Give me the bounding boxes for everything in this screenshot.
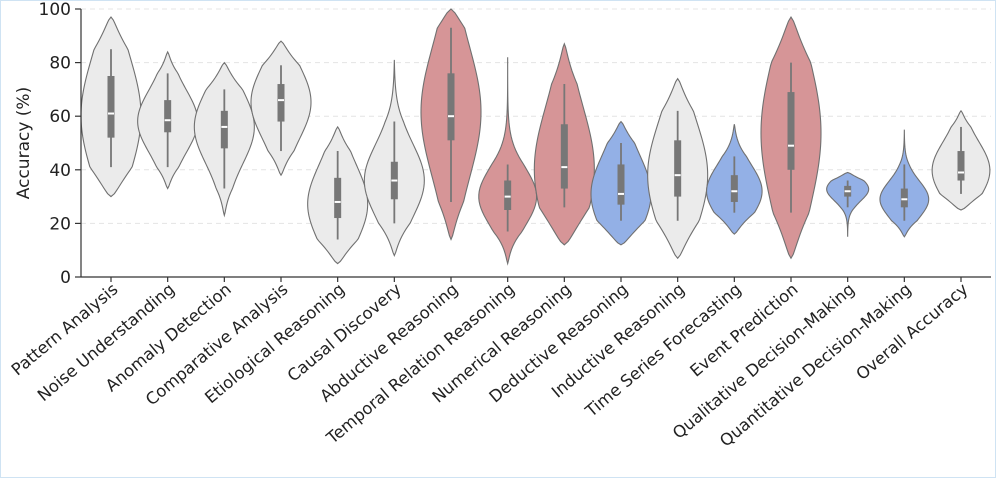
violin-iqr-box [560, 124, 568, 189]
y-tick-label: 0 [60, 268, 71, 288]
violin-iqr-box [447, 73, 455, 141]
violin-iqr-box [164, 100, 172, 133]
y-axis-title: Accuracy (%) [14, 87, 34, 199]
violin-iqr-box [277, 84, 285, 122]
violin-iqr-box [617, 164, 625, 205]
violin-iqr-box [787, 92, 795, 170]
axis-layer: 0 20 40 60 80 100 [39, 1, 991, 288]
violin-iqr-box [220, 110, 228, 149]
y-tick-label: 40 [49, 161, 71, 181]
y-tick-label: 60 [49, 107, 71, 127]
violin-iqr-box [900, 188, 908, 208]
violin-iqr-box [334, 177, 342, 219]
y-tick-label: 20 [49, 214, 71, 234]
violin-iqr-box [107, 76, 115, 138]
violin-iqr-box [957, 151, 965, 181]
violin-iqr-box [504, 180, 512, 210]
violin-layer [80, 8, 991, 266]
y-tick-label: 100 [39, 1, 71, 20]
violin-iqr-box [730, 175, 738, 202]
violin-body [478, 57, 538, 266]
violin-iqr-box [674, 140, 682, 197]
y-tick-label: 80 [49, 54, 71, 74]
